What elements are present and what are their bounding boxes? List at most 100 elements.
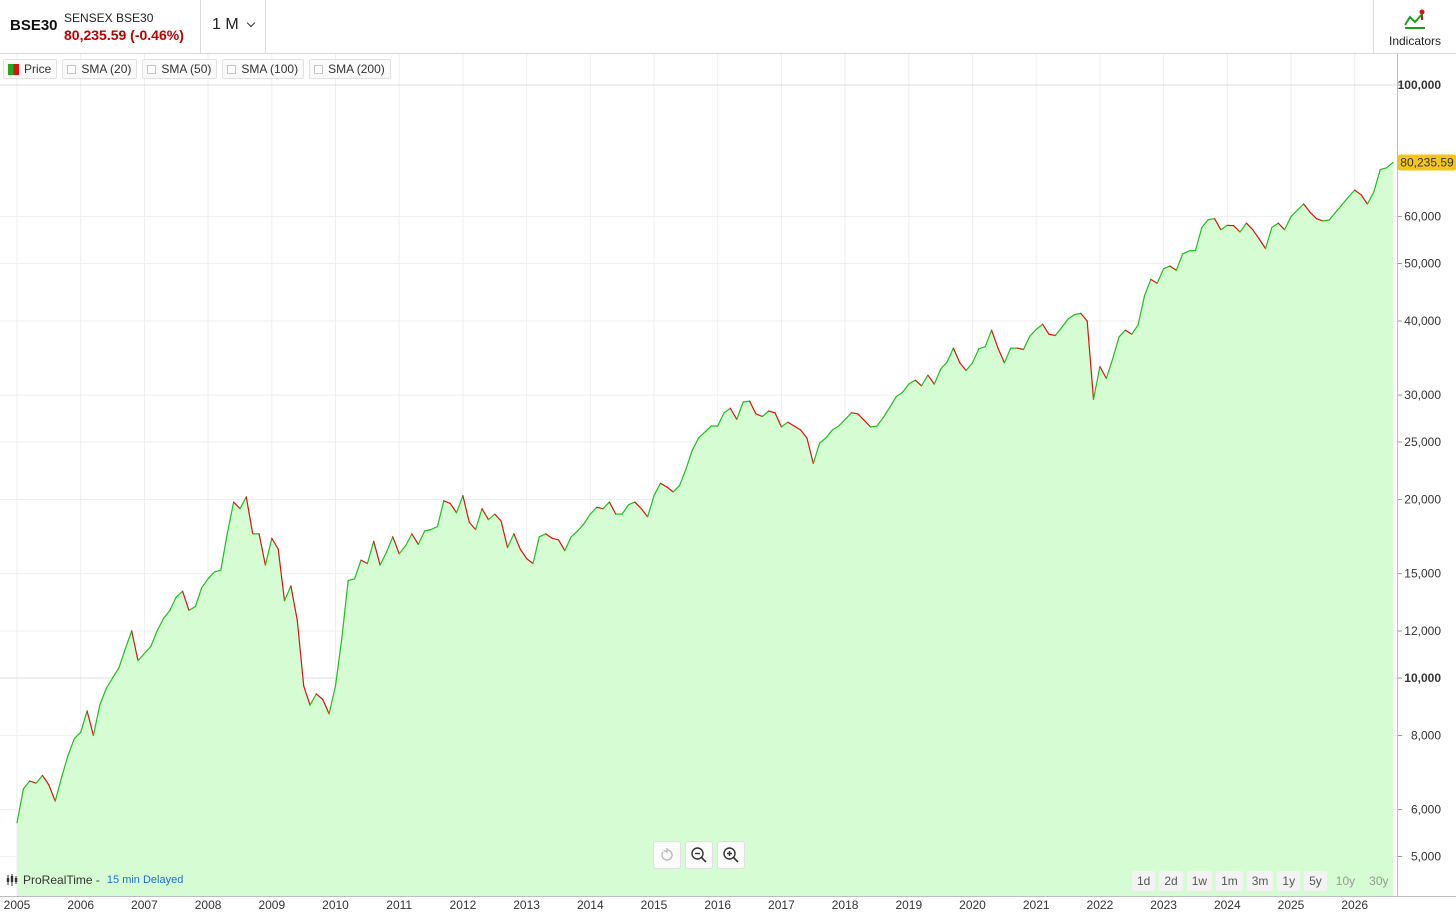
price-segment: [1169, 265, 1177, 271]
price-segment: [226, 501, 235, 535]
price-segment: [729, 407, 738, 420]
price-area-layer: [17, 162, 1393, 896]
price-segment: [1379, 167, 1388, 171]
y-tick-label: 5,000: [1411, 850, 1441, 864]
price-segment: [494, 513, 502, 522]
checkbox-icon: [67, 64, 77, 74]
legend-item-sma-100[interactable]: SMA (100): [222, 59, 305, 79]
range-30y-button[interactable]: 30y: [1369, 874, 1389, 888]
price-segment: [583, 513, 591, 525]
price-segment: [1175, 253, 1184, 271]
x-tick-label: 2023: [1150, 898, 1177, 912]
range-3m-button[interactable]: 3m: [1246, 871, 1274, 891]
price-segment: [1029, 328, 1037, 337]
zoom-out-button[interactable]: [685, 841, 713, 869]
price-segment: [436, 500, 445, 528]
zoom-in-button[interactable]: [717, 841, 745, 869]
price-segment: [1252, 229, 1260, 240]
price-segment: [322, 698, 330, 715]
x-tick-label: 2026: [1341, 898, 1368, 912]
instrument-name: SENSEX BSE30: [64, 11, 154, 25]
zoom-in-icon: [723, 847, 739, 863]
price-segment: [920, 374, 929, 387]
price-segment: [1360, 194, 1369, 205]
price-segment: [398, 545, 407, 555]
price-segment: [1366, 191, 1375, 205]
price-segment: [245, 496, 254, 535]
price-segment: [182, 590, 190, 612]
price-segment: [608, 501, 617, 515]
range-1w-button[interactable]: 1w: [1186, 871, 1213, 891]
x-tick-label: 2025: [1278, 898, 1305, 912]
price-segment: [60, 754, 69, 778]
y-tick-label: 30,000: [1404, 388, 1441, 402]
checkbox-icon: [147, 64, 157, 74]
y-tick-label: 8,000: [1411, 728, 1441, 742]
price-segment: [634, 501, 642, 510]
last-price-tag: [1398, 154, 1456, 171]
price-segment: [22, 780, 31, 790]
price-segment: [309, 693, 317, 706]
timeframe-select[interactable]: 1 M: [212, 16, 255, 34]
price-segment: [411, 533, 419, 546]
price-segment: [1131, 324, 1139, 335]
range-1y-button[interactable]: 1y: [1277, 871, 1301, 891]
price-segment: [1099, 366, 1107, 379]
indicators-button[interactable]: Indicators: [1374, 0, 1456, 54]
price-segment: [169, 596, 177, 612]
price-segment: [385, 536, 394, 553]
header-divider: [265, 0, 266, 54]
price-segment: [717, 412, 725, 427]
range-10y-button[interactable]: 10y: [1335, 874, 1356, 888]
y-tick-label: 15,000: [1404, 567, 1441, 581]
price-segment: [271, 537, 279, 550]
price-segment: [455, 495, 464, 514]
price-segment: [1245, 222, 1254, 231]
price-segment: [487, 513, 496, 521]
price-segment: [1220, 224, 1228, 231]
candlestick-icon: [6, 874, 18, 886]
price-segment: [678, 468, 687, 487]
legend-item-sma-200[interactable]: SMA (200): [309, 59, 391, 79]
chevron-down-icon: [246, 18, 255, 28]
price-segment: [748, 400, 757, 415]
legend-item-price[interactable]: Price: [3, 59, 58, 79]
price-segment: [589, 506, 598, 515]
y-tick-label: 20,000: [1404, 492, 1441, 506]
range-1m-button[interactable]: 1m: [1216, 871, 1243, 891]
price-segment: [373, 540, 381, 566]
price-segment: [838, 418, 846, 427]
range-5y-button[interactable]: 5y: [1304, 871, 1327, 891]
x-tick-label: 2007: [131, 898, 158, 912]
price-segment: [328, 685, 337, 715]
price-segment: [481, 508, 489, 521]
legend-item-sma-50[interactable]: SMA (50): [142, 59, 218, 79]
price-segment: [1207, 218, 1216, 221]
price-segment: [850, 412, 859, 415]
price-segment: [519, 548, 528, 560]
legend-item-sma-20[interactable]: SMA (20): [62, 59, 138, 79]
reset-zoom-button[interactable]: [653, 841, 681, 869]
delay-label: 15 min Delayed: [106, 874, 184, 886]
price-segment: [959, 362, 967, 372]
price-segment: [207, 571, 216, 580]
price-segment: [105, 677, 114, 690]
price-segment: [984, 329, 993, 348]
watermark: ProRealTime - 15 min Delayed: [5, 873, 183, 887]
price-segment: [736, 401, 744, 420]
price-segment: [468, 521, 477, 531]
price-segment: [443, 500, 451, 504]
price-segment: [1303, 203, 1311, 213]
price-quote: 80,235.59 (-0.46%): [64, 27, 184, 43]
price-segment: [532, 536, 540, 565]
price-segment: [825, 429, 834, 439]
price-segment: [666, 486, 674, 493]
price-segment: [1143, 278, 1152, 297]
range-2d-button[interactable]: 2d: [1159, 871, 1183, 891]
price-segment: [640, 508, 649, 518]
price-segment: [1003, 347, 1012, 364]
brand-label: ProRealTime -: [23, 873, 100, 887]
price-segment: [551, 537, 560, 541]
range-1d-button[interactable]: 1d: [1132, 871, 1156, 891]
